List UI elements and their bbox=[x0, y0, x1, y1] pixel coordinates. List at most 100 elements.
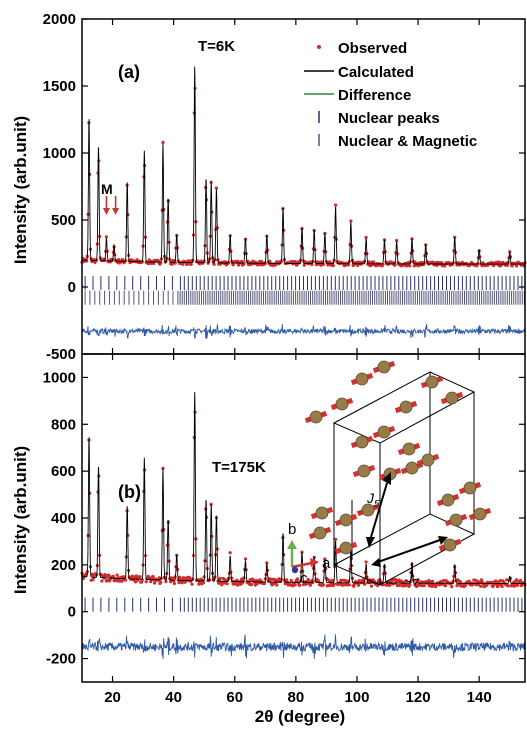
magnetic-atom bbox=[355, 372, 369, 386]
magnetic-atom bbox=[443, 538, 457, 552]
observed-point bbox=[275, 583, 279, 587]
magnetic-atom bbox=[473, 507, 487, 521]
observed-point bbox=[500, 584, 504, 589]
observed-point bbox=[363, 582, 367, 586]
observed-point bbox=[364, 235, 368, 240]
magnetic-atom bbox=[421, 453, 435, 467]
observed-point bbox=[149, 580, 153, 584]
observed-point bbox=[349, 219, 353, 223]
panel-b: (b) T=175K -200 0 200 400 600 800 1000 20 40 60 8… bbox=[43, 353, 527, 706]
observed-point bbox=[508, 250, 512, 254]
observed-point bbox=[395, 583, 399, 588]
y-tick-label: 800 bbox=[51, 416, 76, 433]
observed-point bbox=[111, 574, 115, 578]
observed-point bbox=[198, 580, 202, 584]
x-tick-label: 20 bbox=[104, 689, 121, 706]
x-tick-label: 100 bbox=[344, 689, 369, 706]
j7-arrow-head-right bbox=[438, 536, 448, 545]
observed-point bbox=[220, 583, 224, 587]
observed-point bbox=[225, 582, 229, 586]
magnetic-atom bbox=[313, 526, 327, 540]
observed-point bbox=[422, 584, 426, 588]
observed-point bbox=[250, 582, 254, 587]
x-tick-label: 60 bbox=[226, 689, 243, 706]
j5-subscript: 5 bbox=[374, 499, 380, 510]
observed-point bbox=[100, 579, 104, 583]
observed-point bbox=[164, 580, 168, 584]
observed-point bbox=[321, 583, 325, 587]
observed-point bbox=[467, 579, 471, 583]
panel-b-y-axis-label: Intensity (arb.unit) bbox=[11, 446, 30, 594]
observed-point bbox=[289, 579, 293, 583]
magnetic-atom bbox=[315, 506, 329, 520]
observed-point bbox=[506, 584, 510, 588]
difference-curve bbox=[81, 634, 526, 660]
observed-point bbox=[295, 577, 299, 581]
calculated-line bbox=[82, 391, 525, 584]
observed-point bbox=[497, 260, 501, 264]
observed-point bbox=[189, 262, 193, 266]
observed-point bbox=[240, 259, 244, 264]
observed-point bbox=[450, 585, 454, 589]
observed-point bbox=[228, 551, 232, 555]
observed-point bbox=[372, 260, 376, 264]
observed-point bbox=[268, 259, 272, 263]
y-tick-label: -500 bbox=[46, 346, 76, 363]
magnetic-atom bbox=[402, 442, 416, 456]
observed-point bbox=[263, 261, 267, 266]
observed-point bbox=[331, 264, 335, 268]
y-tick-label: -200 bbox=[46, 651, 76, 668]
magnetic-atom bbox=[399, 400, 413, 414]
j5-arrow-line bbox=[370, 482, 388, 538]
x-tick-label: 80 bbox=[288, 689, 305, 706]
observed-point bbox=[440, 261, 444, 265]
observed-point bbox=[369, 584, 374, 588]
j5-arrow-head-top bbox=[382, 472, 391, 485]
panel-a: (a) T=6K M -500 0 500 1000 1500 2000 Observed… bbox=[43, 11, 527, 363]
observed-point bbox=[343, 583, 348, 587]
observed-point bbox=[367, 260, 371, 264]
j7-label: J7 bbox=[405, 569, 419, 589]
observed-point bbox=[395, 238, 399, 243]
nuclear-peak-ticks bbox=[84, 275, 523, 290]
observed-point bbox=[364, 560, 368, 564]
observed-point bbox=[405, 264, 409, 268]
observed-point bbox=[172, 581, 176, 586]
magnetic-atom bbox=[449, 513, 463, 527]
magnetic-peak-ticks bbox=[84, 290, 525, 305]
observed-point bbox=[515, 583, 520, 588]
panel-b-label: (b) bbox=[118, 482, 141, 502]
panel-a-y-ticks: -500 0 500 1000 1500 2000 bbox=[43, 11, 525, 363]
magnetic-atom bbox=[361, 503, 375, 517]
observed-point bbox=[151, 574, 155, 579]
observed-point bbox=[479, 584, 483, 588]
observed-point bbox=[339, 578, 343, 582]
observed-point bbox=[318, 260, 322, 264]
observed-point bbox=[262, 581, 267, 586]
observed-point bbox=[243, 557, 248, 561]
observed-point bbox=[347, 583, 351, 587]
observed-point bbox=[302, 263, 306, 267]
legend-difference: Difference bbox=[338, 87, 411, 104]
y-tick-label: 200 bbox=[51, 557, 76, 574]
panel-a-y-axis-label: Intensity (arb.unit) bbox=[11, 116, 30, 264]
observed-point bbox=[235, 578, 239, 582]
observed-point bbox=[332, 582, 336, 586]
observed-point bbox=[170, 262, 174, 266]
observed-point bbox=[159, 580, 163, 584]
panel-b-temperature: T=175K bbox=[212, 459, 266, 476]
y-tick-label: 2000 bbox=[43, 11, 76, 28]
magnetic-peak-label: M bbox=[101, 181, 113, 197]
observed-point bbox=[334, 537, 338, 541]
b-axis-label: b bbox=[288, 521, 296, 538]
observed-point bbox=[169, 580, 173, 584]
magnetic-atom bbox=[339, 541, 353, 555]
observed-point bbox=[420, 584, 424, 588]
magnetic-atom bbox=[441, 493, 455, 507]
observed-point bbox=[201, 581, 205, 585]
magnetic-atom bbox=[377, 360, 391, 374]
magnetic-atom bbox=[355, 435, 369, 449]
legend-observed: Observed bbox=[338, 40, 407, 57]
observed-point bbox=[285, 578, 289, 582]
nuclear-peak-ticks bbox=[84, 597, 523, 612]
